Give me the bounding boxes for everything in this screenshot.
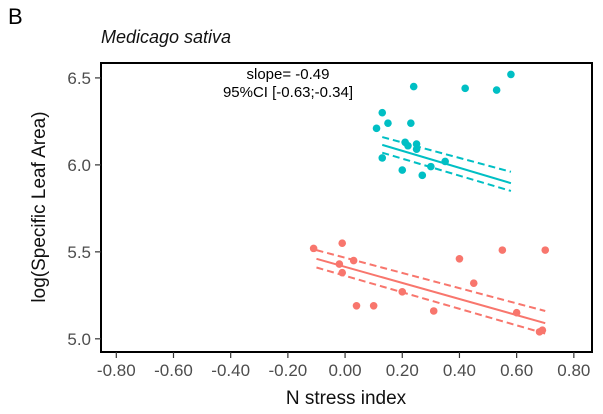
series-0-point: [412, 140, 421, 148]
series-0-point: [492, 86, 501, 94]
series-0-point: [378, 154, 387, 162]
y-axis: 5.0 5.5 6.0 6.5: [67, 69, 101, 349]
x-tick-label: -0.80: [97, 361, 136, 380]
series-1-point: [309, 244, 318, 253]
series-1-point: [335, 260, 344, 268]
series-1-point: [338, 239, 347, 247]
series-0-point: [378, 108, 387, 117]
series-1-point: [455, 255, 464, 263]
series-0-point: [427, 162, 435, 171]
y-axis-title: log(Specific Leaf Area): [29, 111, 50, 302]
series-0-point: [384, 119, 392, 127]
y-tick-label: 5.5: [67, 243, 91, 262]
series-1-point: [349, 256, 358, 265]
series-0-point: [407, 119, 415, 127]
series-1-point: [541, 246, 550, 254]
series-0-point: [418, 171, 427, 180]
x-axis-title: N stress index: [286, 388, 407, 409]
annotation-slope: slope= -0.49: [247, 66, 330, 83]
series-0-point: [461, 84, 469, 93]
series-0-ci-lower-line: [381, 151, 512, 192]
y-tick-label: 5.0: [67, 330, 91, 349]
x-tick-label: -0.20: [269, 361, 308, 380]
series-1-ci-lower-line: [316, 266, 546, 335]
data-points: [309, 70, 550, 336]
series-0-point: [398, 166, 407, 174]
series-1-point: [512, 308, 521, 317]
series-1-fit-line: [316, 257, 546, 325]
series-1-point: [498, 246, 507, 254]
y-tick-label: 6.5: [67, 69, 91, 88]
x-tick-label: 0.00: [329, 361, 362, 380]
x-tick-label: 0.80: [557, 361, 590, 380]
panel-label: B: [8, 4, 23, 29]
series-1-point: [429, 307, 438, 315]
series-0-point: [409, 82, 418, 91]
annotation-ci: 95%CI [-0.63;-0.34]: [223, 84, 353, 101]
series-1-point: [469, 279, 478, 287]
series-1-point: [398, 288, 407, 296]
x-axis: -0.80 -0.60 -0.40 -0.20 0.00 0.20 0.40 0.60 0.80: [97, 352, 590, 380]
series-0-point: [412, 145, 421, 154]
series-1-point: [369, 301, 378, 310]
x-tick-label: 0.60: [500, 361, 533, 380]
plot-frame: [100, 62, 593, 353]
x-tick-label: 0.20: [386, 361, 419, 380]
series-1-point: [338, 268, 347, 277]
x-tick-label: -0.60: [154, 361, 193, 380]
x-tick-label: -0.40: [211, 361, 250, 380]
series-0-point: [372, 124, 381, 133]
series-1-point: [538, 326, 547, 334]
y-tick-label: 6.0: [67, 156, 91, 175]
series-1-point: [352, 301, 361, 310]
series-0-point: [441, 157, 449, 166]
x-tick-label: 0.40: [443, 361, 476, 380]
series-0-point: [507, 70, 515, 79]
series-0-point: [404, 141, 412, 150]
chart-title: Medicago sativa: [101, 27, 232, 47]
